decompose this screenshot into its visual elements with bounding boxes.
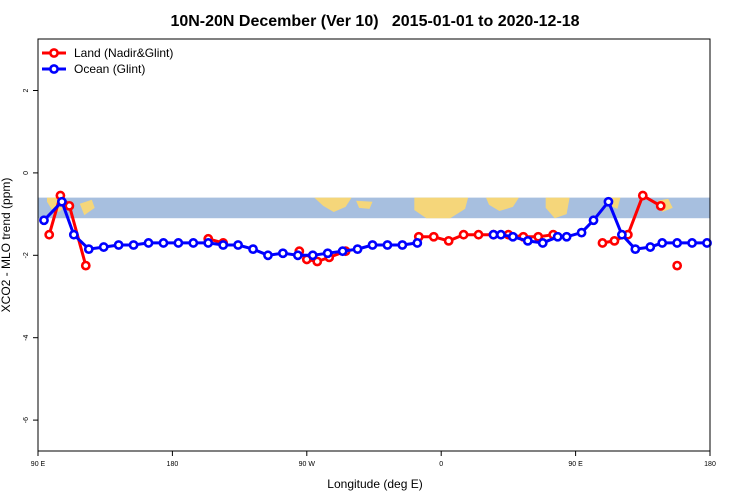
data-point-ocean [188,238,199,248]
data-point-ocean [337,246,348,257]
y-tick-label: -4 [23,334,30,340]
data-point-land [312,256,323,267]
data-point-ocean [173,238,184,248]
legend-label-ocean: Ocean (Glint) [74,62,145,76]
data-point-ocean [412,238,423,248]
y-tick-label: 2 [23,88,30,92]
x-tick-label: 90 E [568,461,583,468]
data-point-ocean [128,240,139,250]
data-point-ocean [645,242,656,252]
data-point-ocean [263,250,273,261]
plot-area [39,190,712,271]
x-tick-label: 90 W [299,461,316,468]
data-point-ocean [522,235,533,246]
data-point-ocean [561,231,572,242]
plot-frame [37,38,711,452]
data-point-land [80,260,91,271]
series-ocean [39,196,712,261]
data-point-ocean [68,229,79,240]
data-point-ocean [218,240,229,250]
data-point-ocean [397,240,408,250]
data-point-ocean [248,244,258,255]
data-point-ocean [616,229,627,240]
data-point-ocean [158,238,169,248]
data-point-ocean [702,238,712,248]
data-point-ocean [278,248,288,259]
legend-marker-land [49,48,59,58]
y-axis-label: XCO2 - MLO trend (ppm) [0,178,13,313]
chart-title: 10N-20N December (Ver 10) 2015-01-01 to … [170,13,579,30]
series-line-land [418,233,554,243]
data-point-ocean [488,229,499,240]
data-point-land [428,231,439,242]
x-tick-label: 0 [439,461,443,468]
x-axis: 90 E 180 90 W 0 90 E 180 [31,451,716,468]
data-point-ocean [98,242,109,252]
data-point-land [533,231,544,242]
y-tick-label: -6 [23,417,30,423]
data-point-ocean [588,215,599,226]
land-mass [486,197,519,211]
data-point-ocean [83,244,94,255]
data-point-ocean [507,231,518,242]
data-point-ocean [307,250,318,261]
data-point-land [44,229,55,240]
data-point-land [637,190,648,201]
map-ocean [38,197,710,219]
data-point-land [655,200,666,211]
data-point-ocean [687,238,697,248]
y-axis: 2 0 -2 -4 -6 [23,88,38,423]
data-point-ocean [39,215,49,226]
data-point-ocean [603,196,614,207]
x-tick-label: 180 [704,461,716,468]
legend-marker-ocean [49,64,59,74]
data-point-ocean [576,227,587,238]
legend: Land (Nadir&Glint) Ocean (Glint) [42,46,173,76]
data-point-ocean [352,244,363,255]
data-point-ocean [552,231,563,242]
data-point-ocean [143,238,154,248]
y-tick-label: -2 [23,252,30,258]
land-mass [314,197,352,212]
land-mass [356,200,373,209]
data-point-ocean [496,229,506,240]
data-point-ocean [382,240,393,250]
data-point-ocean [292,250,303,261]
x-axis-label: Longitude (deg E) [327,477,422,491]
data-point-ocean [203,238,214,248]
legend-label-land: Land (Nadir&Glint) [74,46,173,60]
data-point-land [443,235,454,246]
land-mass [545,197,570,219]
land-mass [414,197,469,219]
x-tick-label: 90 E [31,461,46,468]
data-point-ocean [56,196,67,207]
data-point-land [609,235,620,246]
data-point-ocean [233,240,244,250]
data-point-ocean [657,238,668,248]
data-point-ocean [672,238,683,248]
data-point-land [473,229,484,240]
data-point-land [64,200,75,211]
data-point-ocean [367,240,378,250]
data-point-ocean [630,244,641,255]
data-point-ocean [537,238,548,248]
y-tick-label: 0 [23,171,30,175]
data-point-ocean [113,240,124,250]
data-point-land [597,238,608,248]
data-point-land [672,260,683,271]
data-point-land [458,229,469,240]
data-point-ocean [322,248,333,259]
land-mass [79,199,95,216]
x-tick-label: 180 [167,461,179,468]
